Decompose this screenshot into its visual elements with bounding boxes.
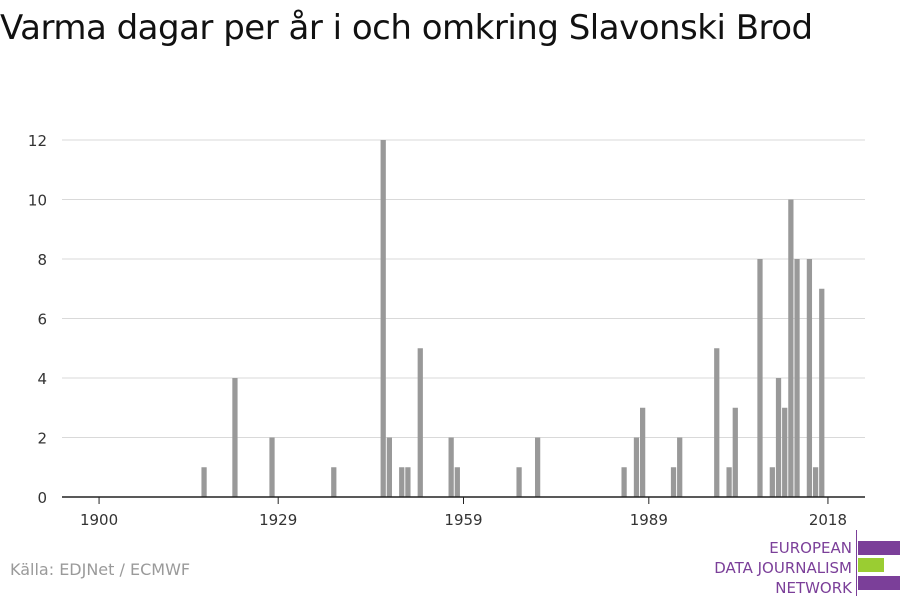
bar-1971: [534, 437, 541, 497]
bar-2011: [782, 407, 788, 497]
bar-1949: [399, 467, 405, 497]
y-axis: 0 2 4 6 8 10 12: [28, 132, 47, 507]
bar-2007: [757, 259, 763, 497]
x-tick-label-1900: 1900: [80, 511, 118, 529]
y-tick-label-10: 10: [28, 192, 47, 210]
bar-2000: [714, 348, 720, 497]
bar-1988: [640, 407, 646, 497]
x-axis: 1900 1929 1959 1989 2018: [62, 496, 865, 529]
y-tick-label-12: 12: [28, 132, 47, 150]
grid-lines: [62, 139, 865, 438]
bar-2012: [788, 199, 794, 497]
bar-series: [201, 140, 825, 497]
bar-1994: [677, 437, 683, 497]
logo-bar-bottom: [858, 576, 900, 590]
bar-2013: [794, 259, 800, 497]
bar-1947: [386, 437, 393, 497]
chart-title: Varma dagar per år i och omkring Slavons…: [0, 8, 813, 48]
bar-2017: [819, 288, 825, 497]
bar-1987: [633, 437, 640, 497]
bar-1952: [417, 348, 423, 497]
logo-line-data-journalism: DATA JOURNALISM: [714, 559, 852, 577]
source-note: Källa: EDJNet / ECMWF: [10, 560, 191, 579]
bar-2003: [732, 407, 738, 497]
x-tick-label-1929: 1929: [259, 511, 297, 529]
bar-1922: [232, 378, 238, 497]
y-tick-label-2: 2: [37, 430, 47, 448]
y-tick-label-0: 0: [37, 489, 47, 507]
x-tick-label-1959: 1959: [444, 511, 482, 529]
x-tick-label-1989: 1989: [630, 511, 668, 529]
bar-1928: [269, 437, 275, 497]
bar-1958: [454, 467, 460, 497]
bar-2016: [812, 467, 819, 497]
bar-2010: [775, 378, 782, 497]
y-tick-label-4: 4: [37, 370, 47, 388]
bar-1946: [380, 140, 386, 497]
bar-2009: [769, 467, 775, 497]
bar-2002: [726, 467, 732, 497]
logo-bar-top: [858, 541, 900, 555]
bar-1993: [670, 467, 677, 497]
logo-divider: [856, 530, 857, 596]
logo-line-european: EUROPEAN: [769, 539, 852, 557]
bar-1917: [201, 467, 207, 497]
y-tick-label-8: 8: [37, 251, 47, 269]
bar-1957: [448, 437, 454, 497]
bar-1968: [516, 467, 522, 497]
bar-1985: [621, 467, 627, 497]
bar-2015: [806, 259, 813, 497]
bar-1938: [331, 467, 337, 497]
y-tick-label-6: 6: [37, 311, 47, 329]
bar-1950: [405, 467, 411, 497]
x-tick-label-2018: 2018: [809, 511, 847, 529]
edjnet-logo-text: EUROPEAN DATA JOURNALISM NETWORK: [714, 538, 852, 598]
logo-line-network: NETWORK: [775, 579, 852, 597]
logo-bar-middle: [858, 558, 884, 572]
